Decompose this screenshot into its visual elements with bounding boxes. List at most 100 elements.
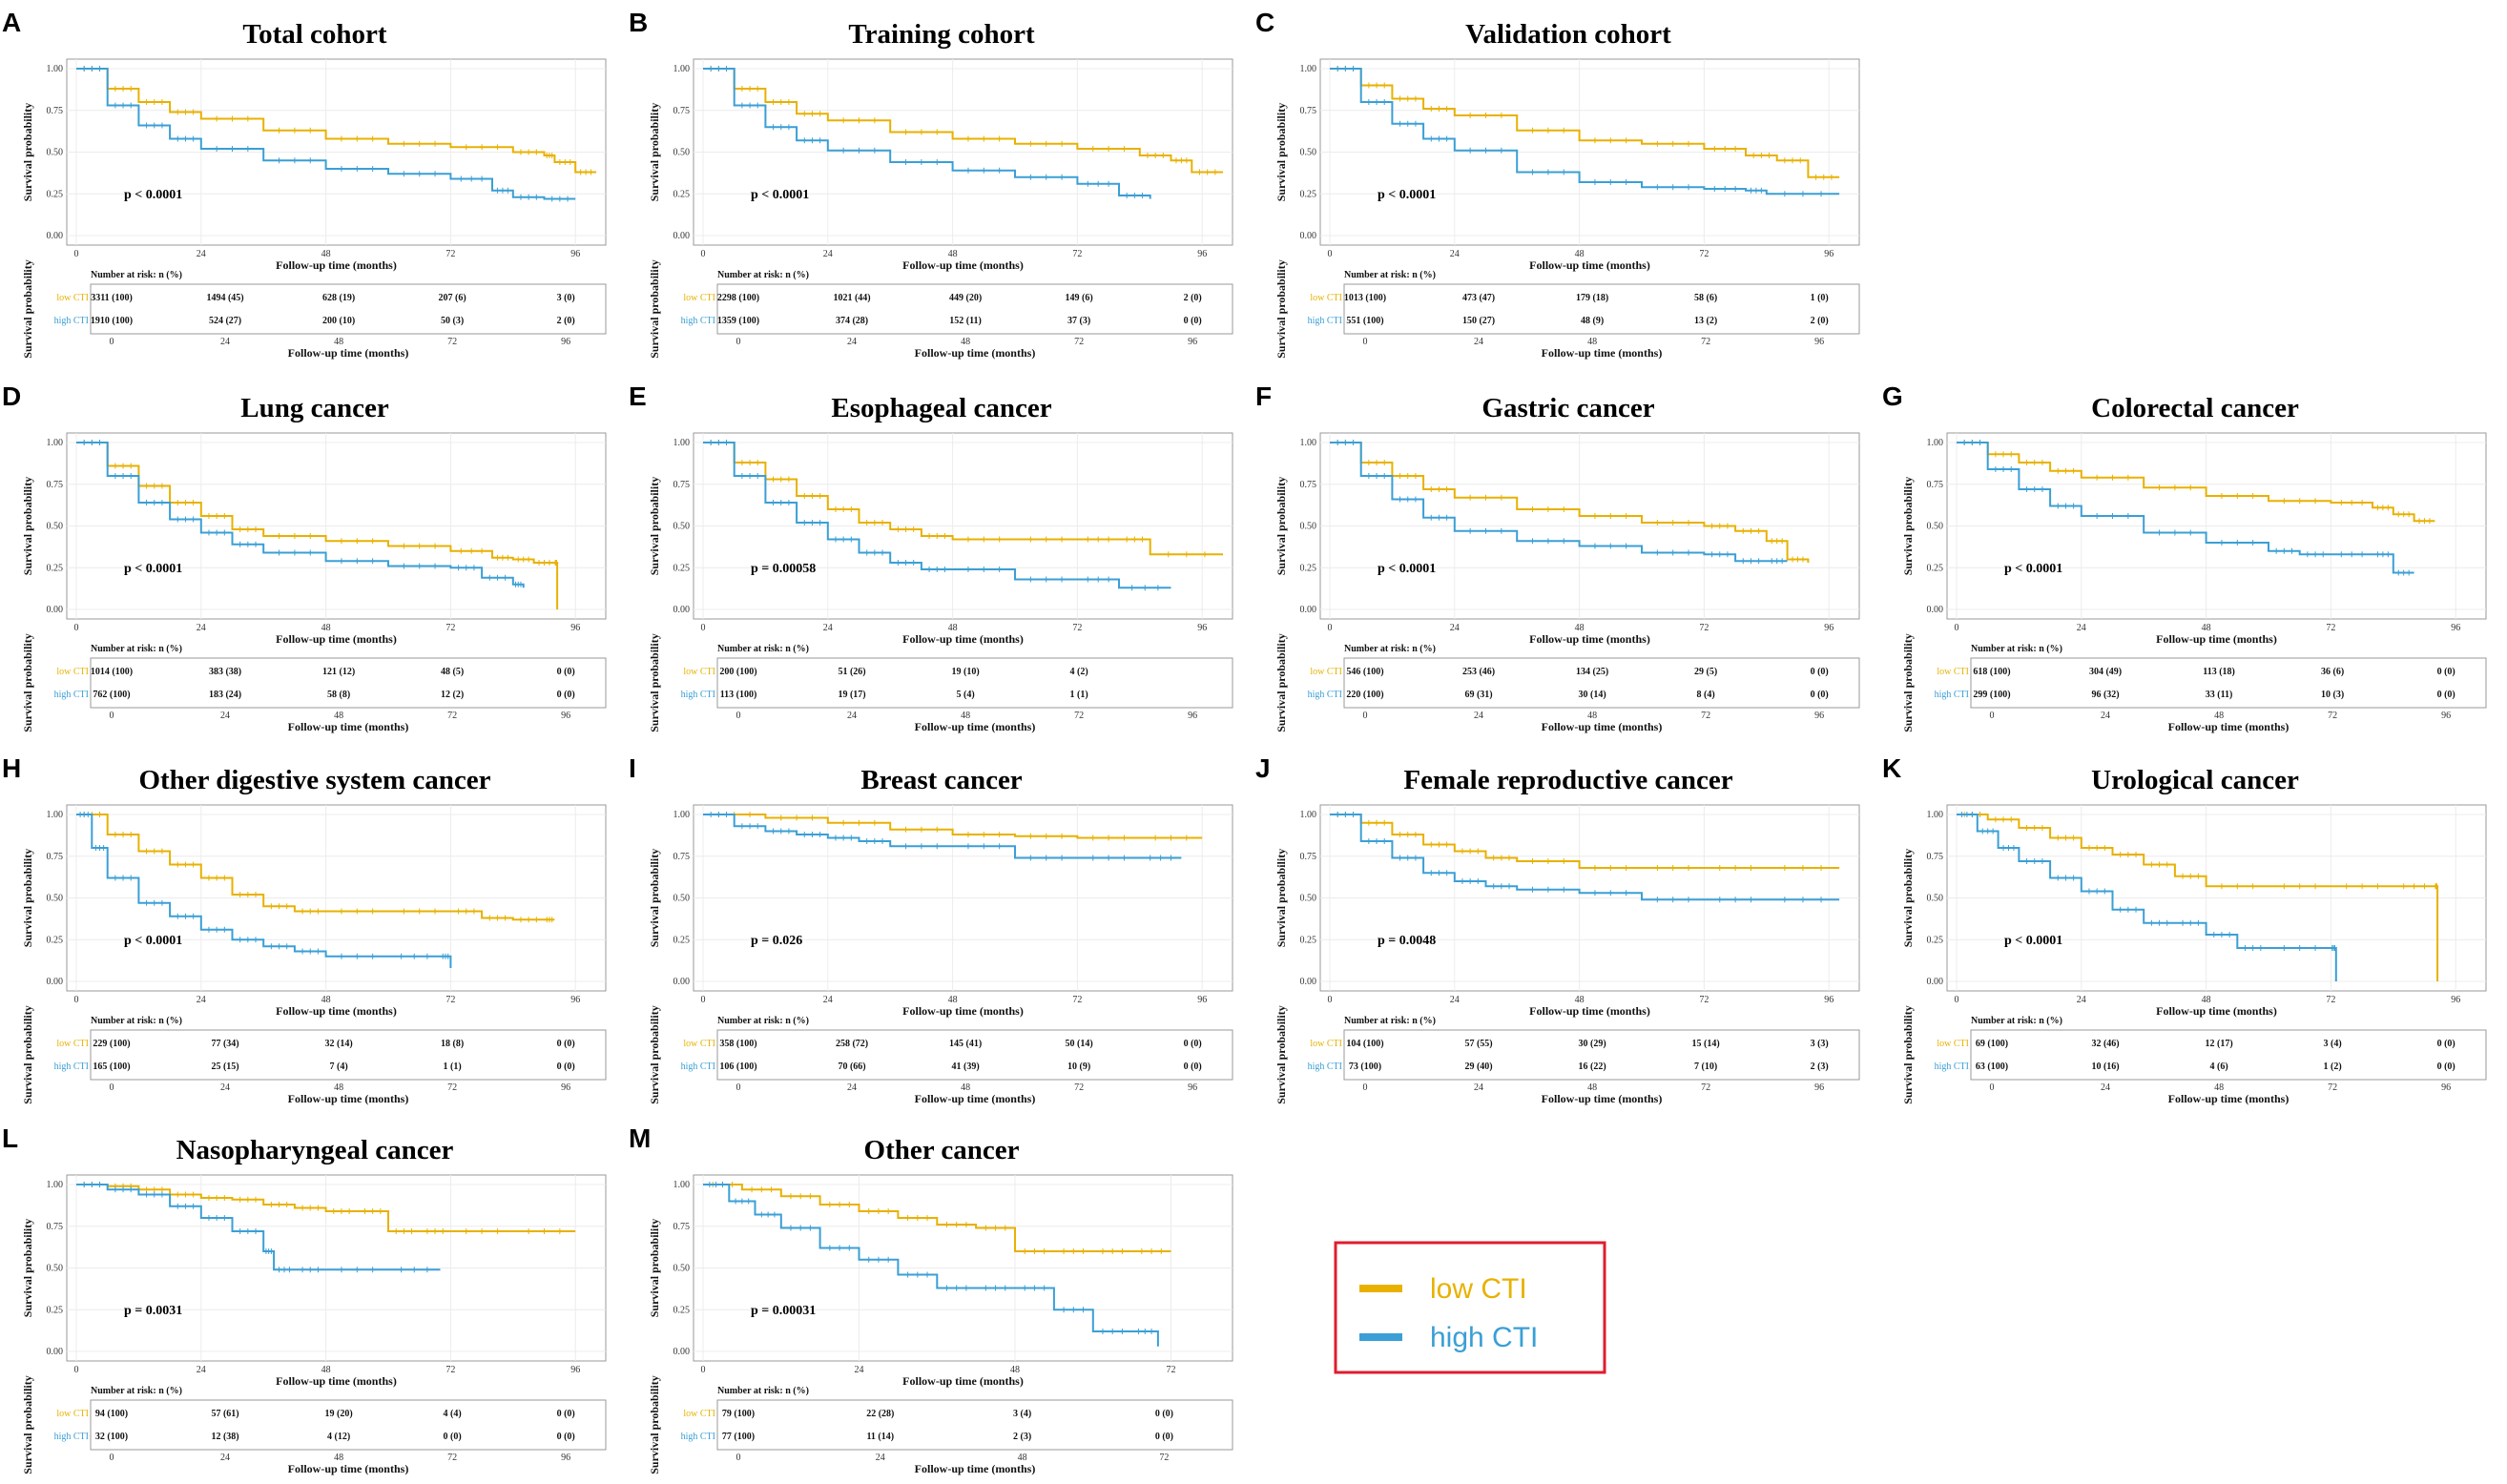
y-tick-label: 0.25 — [1300, 189, 1317, 199]
risk-cell-low: 19 (20) — [324, 1409, 352, 1419]
risk-cell-low: 1013 (100) — [1344, 293, 1386, 303]
p-value: p < 0.0001 — [124, 562, 182, 576]
panel-k: K Urological cancer 0.00 0.25 0.50 0.75 1.00 0 2… — [1882, 753, 2487, 1105]
risk-cell-high: 2 (0) — [557, 316, 575, 326]
risk-x-tick-label: 72 — [1701, 1082, 1710, 1093]
y-tick-label: 0.00 — [1300, 977, 1317, 987]
risk-cell-low: 3 (3) — [1811, 1039, 1829, 1049]
y-tick-label: 1.00 — [47, 64, 64, 74]
risk-cell-low: 3 (4) — [2324, 1039, 2342, 1049]
risk-cell-high: 0 (0) — [1155, 1432, 1173, 1442]
risk-cell-low: 77 (34) — [211, 1039, 238, 1049]
panel-label: A — [2, 8, 21, 37]
risk-cell-high: 220 (100) — [1346, 690, 1383, 700]
censor-marks — [1336, 812, 1822, 903]
risk-y-axis-label: Survival probability — [21, 1375, 34, 1474]
risk-row-high-label: high CTI — [1935, 1061, 1969, 1072]
risk-cell-high: 25 (15) — [211, 1061, 238, 1072]
panel-title: Lung cancer — [240, 393, 389, 423]
x-tick-label: 72 — [1699, 623, 1709, 633]
y-tick-label: 0.00 — [1300, 605, 1317, 615]
risk-table-title: Number at risk: n (%) — [717, 644, 809, 654]
x-tick-label: 24 — [197, 623, 206, 633]
risk-x-axis-label: Follow-up time (months) — [1542, 720, 1663, 733]
risk-cell-low: 50 (14) — [1066, 1039, 1093, 1049]
risk-cell-high: 150 (27) — [1462, 316, 1495, 326]
x-tick-label: 24 — [1450, 623, 1460, 633]
y-tick-label: 0.50 — [673, 894, 691, 904]
risk-y-axis-label: Survival probability — [648, 633, 661, 732]
x-tick-label: 24 — [2077, 995, 2086, 1005]
risk-cell-high: 0 (0) — [2437, 1061, 2455, 1072]
risk-cell-low: 58 (6) — [1694, 293, 1717, 303]
y-tick-label: 0.50 — [47, 1264, 64, 1274]
y-tick-label: 0.25 — [673, 189, 691, 199]
risk-table-title: Number at risk: n (%) — [91, 644, 182, 654]
x-tick-label: 96 — [2451, 623, 2460, 633]
risk-x-tick-label: 72 — [447, 1082, 457, 1093]
y-tick-label: 0.50 — [1927, 894, 1944, 904]
risk-cell-low: 0 (0) — [557, 667, 575, 677]
x-tick-label: 96 — [570, 1365, 580, 1375]
risk-y-axis-label: Survival probability — [648, 1005, 661, 1103]
risk-row-low-label: low CTI — [683, 1409, 715, 1419]
risk-table-title: Number at risk: n (%) — [717, 270, 809, 280]
series-high-cti-line — [703, 1184, 1159, 1347]
risk-x-tick-label: 48 — [1018, 1453, 1027, 1463]
censor-marks — [1963, 440, 2410, 576]
x-tick-label: 72 — [445, 623, 455, 633]
risk-row-low-label: low CTI — [683, 1039, 715, 1049]
panel-label: M — [629, 1123, 651, 1153]
x-tick-label: 96 — [1824, 623, 1834, 633]
risk-cell-low: 12 (17) — [2205, 1039, 2232, 1049]
risk-x-tick-label: 96 — [561, 711, 570, 721]
risk-cell-low: 1014 (100) — [91, 667, 133, 677]
risk-x-tick-label: 48 — [961, 337, 970, 347]
risk-x-tick-label: 48 — [334, 337, 343, 347]
x-axis-label: Follow-up time (months) — [902, 1004, 1024, 1018]
risk-y-axis-label: Survival probability — [21, 633, 34, 732]
x-tick-label: 48 — [2202, 623, 2211, 633]
risk-cell-low: 30 (29) — [1578, 1039, 1606, 1049]
censor-marks — [710, 440, 1159, 591]
risk-cell-high: 183 (24) — [209, 690, 241, 700]
y-tick-label: 0.00 — [47, 605, 64, 615]
risk-x-tick-label: 24 — [220, 711, 230, 721]
risk-cell-high: 69 (31) — [1464, 690, 1492, 700]
risk-cell-low: 57 (55) — [1464, 1039, 1492, 1049]
risk-cell-high: 11 (14) — [866, 1432, 894, 1442]
risk-cell-high: 0 (0) — [1184, 316, 1202, 326]
y-tick-label: 1.00 — [47, 438, 64, 448]
p-value: p = 0.026 — [751, 934, 802, 948]
x-tick-label: 0 — [1955, 995, 1959, 1005]
risk-cell-high: 200 (10) — [322, 316, 355, 326]
risk-cell-high: 524 (27) — [209, 316, 241, 326]
y-tick-label: 1.00 — [673, 810, 691, 820]
risk-cell-low: 104 (100) — [1346, 1039, 1383, 1049]
risk-y-axis-label: Survival probability — [1274, 1005, 1288, 1103]
risk-row-high-label: high CTI — [681, 1061, 715, 1072]
risk-cell-high: 48 (9) — [1581, 316, 1604, 326]
y-tick-label: 1.00 — [1300, 810, 1317, 820]
risk-table-title: Number at risk: n (%) — [91, 1386, 182, 1396]
x-tick-label: 24 — [2077, 623, 2086, 633]
risk-row-low-label: low CTI — [683, 293, 715, 303]
risk-cell-low: 200 (100) — [719, 667, 756, 677]
y-tick-label: 0.00 — [1927, 605, 1944, 615]
risk-cell-high: 2 (3) — [1013, 1432, 1031, 1442]
y-tick-label: 0.50 — [47, 522, 64, 532]
x-tick-label: 0 — [74, 1365, 79, 1375]
risk-cell-low: 51 (26) — [838, 667, 865, 677]
panel-label: D — [2, 381, 21, 411]
risk-x-tick-label: 48 — [2214, 1082, 2224, 1093]
x-tick-label: 0 — [1328, 995, 1333, 1005]
risk-cell-low: 22 (28) — [866, 1409, 894, 1419]
series-high-cti-line — [703, 814, 1182, 859]
risk-table-frame — [90, 1399, 607, 1451]
y-axis-label: Survival probability — [1274, 849, 1288, 947]
risk-cell-low: 1021 (44) — [833, 293, 870, 303]
y-tick-label: 0.50 — [673, 1264, 691, 1274]
risk-x-axis-label: Follow-up time (months) — [915, 1462, 1036, 1475]
panel-b: B Training cohort 0.00 0.25 0.50 0.75 1.00 0 24 4… — [629, 8, 1233, 360]
risk-cell-low: 628 (19) — [322, 293, 355, 303]
